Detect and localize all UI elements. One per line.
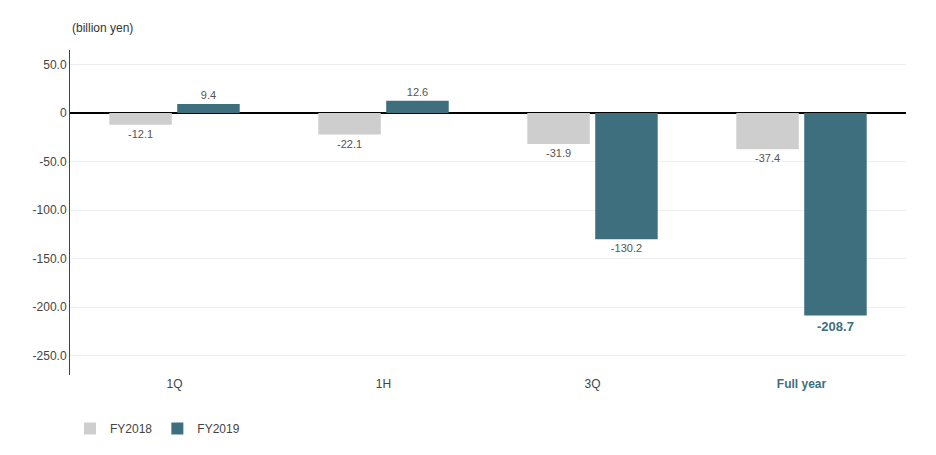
svg-text:1Q: 1Q: [166, 377, 182, 391]
svg-text:-31.9: -31.9: [546, 147, 571, 159]
svg-text:-130.2: -130.2: [611, 242, 642, 254]
svg-text:FY2019: FY2019: [197, 422, 239, 436]
svg-text:0: 0: [60, 106, 67, 120]
svg-text:9.4: 9.4: [201, 89, 216, 101]
svg-text:-22.1: -22.1: [337, 138, 362, 150]
svg-text:50.0: 50.0: [43, 58, 67, 72]
svg-text:-12.1: -12.1: [128, 128, 153, 140]
svg-text:-37.4: -37.4: [755, 152, 780, 164]
svg-text:-100.0: -100.0: [33, 203, 67, 217]
svg-text:-208.7: -208.7: [817, 319, 854, 334]
svg-text:Full year: Full year: [777, 377, 827, 391]
svg-text:1H: 1H: [376, 377, 391, 391]
svg-text:-150.0: -150.0: [33, 252, 67, 266]
svg-text:FY2018: FY2018: [110, 422, 152, 436]
svg-text:-200.0: -200.0: [33, 300, 67, 314]
svg-text:(billion yen): (billion yen): [72, 21, 133, 35]
svg-text:12.6: 12.6: [407, 86, 428, 98]
svg-text:-250.0: -250.0: [33, 349, 67, 363]
svg-text:-50.0: -50.0: [39, 155, 67, 169]
svg-text:3Q: 3Q: [584, 377, 600, 391]
